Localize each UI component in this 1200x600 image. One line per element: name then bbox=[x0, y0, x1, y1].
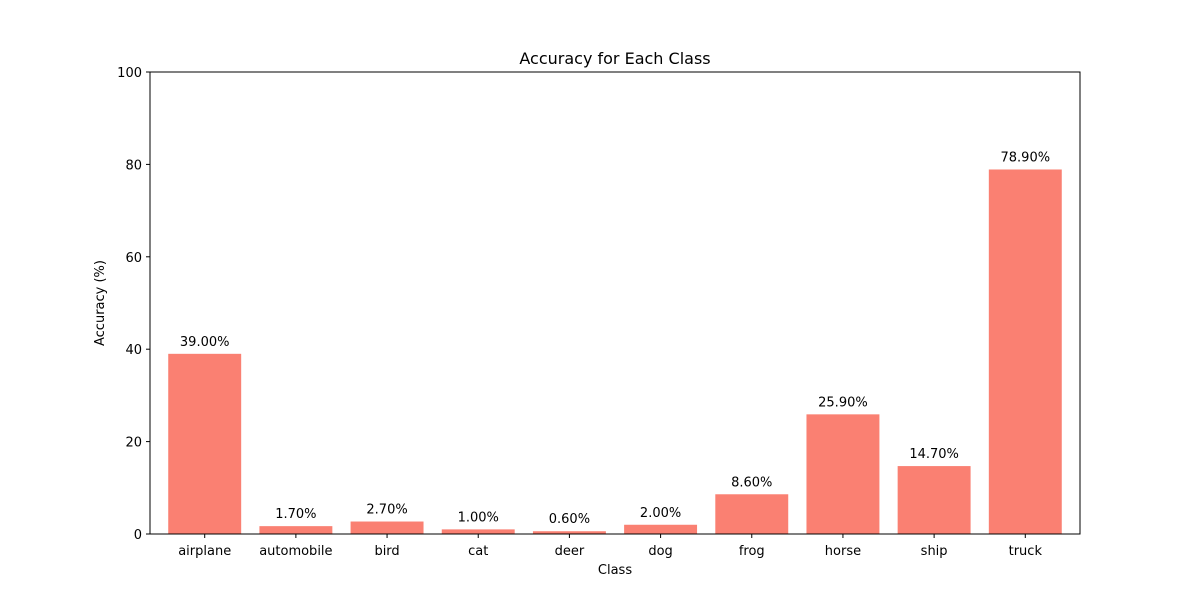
y-axis-ticks: 0 20 40 60 80 100 bbox=[117, 66, 150, 543]
data-label-frog: 8.60% bbox=[731, 475, 772, 490]
x-tick-label-frog: frog bbox=[739, 544, 765, 559]
plot-frame bbox=[149, 71, 1081, 535]
x-tick-label-automobile: automobile bbox=[259, 544, 332, 559]
bar-horse bbox=[806, 414, 880, 534]
x-tick-label-horse: horse bbox=[825, 544, 861, 559]
chart-title: Accuracy for Each Class bbox=[519, 49, 710, 68]
y-tick-label-20: 20 bbox=[125, 436, 142, 451]
x-tick-label-cat: cat bbox=[468, 544, 488, 559]
bar-cat bbox=[441, 529, 515, 534]
x-tick-label-deer: deer bbox=[555, 544, 585, 559]
x-tick-label-dog: dog bbox=[648, 544, 672, 559]
data-label-cat: 1.00% bbox=[458, 510, 499, 525]
data-label-automobile: 1.70% bbox=[275, 507, 316, 522]
y-tick-label-60: 60 bbox=[125, 251, 142, 266]
data-label-truck: 78.90% bbox=[1001, 150, 1051, 165]
bar-truck bbox=[988, 169, 1062, 534]
data-labels-group: 39.00% 1.70% 2.70% 1.00% 0.60% 2.00% 8.60% 25.9… bbox=[180, 150, 1050, 527]
data-label-horse: 25.90% bbox=[818, 395, 868, 410]
y-axis-label: Accuracy (%) bbox=[93, 260, 108, 346]
x-tick-label-truck: truck bbox=[1009, 544, 1043, 559]
bar-airplane bbox=[168, 353, 242, 534]
x-tick-label-bird: bird bbox=[374, 544, 399, 559]
bar-dog bbox=[624, 524, 698, 534]
data-label-deer: 0.60% bbox=[549, 512, 590, 527]
data-label-dog: 2.00% bbox=[640, 506, 681, 521]
x-axis-label: Class bbox=[598, 563, 632, 578]
y-tick-label-80: 80 bbox=[125, 158, 142, 173]
bar-bird bbox=[350, 521, 424, 534]
data-label-ship: 14.70% bbox=[909, 447, 959, 462]
y-tick-label-100: 100 bbox=[117, 66, 142, 81]
y-tick-label-0: 0 bbox=[134, 528, 142, 543]
bars-group bbox=[168, 169, 1062, 534]
data-label-airplane: 39.00% bbox=[180, 335, 230, 350]
x-tick-label-airplane: airplane bbox=[178, 544, 231, 559]
bar-automobile bbox=[259, 526, 333, 534]
bar-frog bbox=[715, 494, 789, 534]
bar-deer bbox=[532, 531, 606, 534]
x-tick-label-ship: ship bbox=[921, 544, 948, 559]
x-axis-ticks: airplane automobile bird cat deer dog frog hors… bbox=[178, 534, 1042, 559]
y-tick-label-40: 40 bbox=[125, 343, 142, 358]
data-label-bird: 2.70% bbox=[366, 503, 407, 518]
bar-ship bbox=[897, 466, 971, 534]
